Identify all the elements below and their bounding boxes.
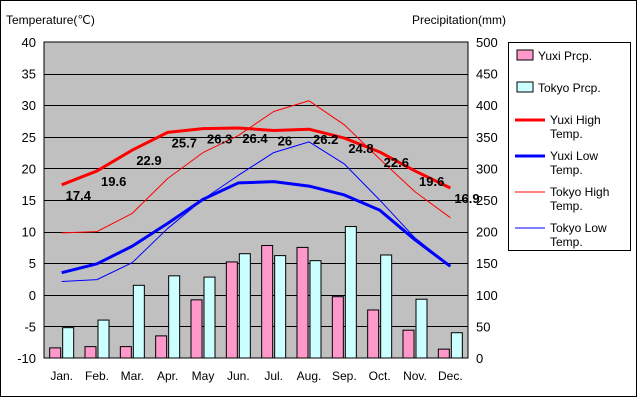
right-tick-label-1: 50 xyxy=(476,319,490,334)
bar-tokyo-prcp-1 xyxy=(97,319,110,359)
data-label-6: 26 xyxy=(278,133,292,148)
right-tick-label-7: 350 xyxy=(476,130,498,145)
bar-yuxi-prcp-1 xyxy=(84,346,97,359)
legend-label-3-0: Yuxi Low xyxy=(550,149,598,163)
bar-yuxi-prcp-3 xyxy=(155,335,168,359)
month-label-8: Sep. xyxy=(332,369,357,383)
month-label-3: Apr. xyxy=(157,369,178,383)
month-label-2: Mar. xyxy=(121,369,144,383)
legend-box xyxy=(508,42,631,251)
left-tick-label-0: -10 xyxy=(17,351,36,366)
bar-yuxi-prcp-4 xyxy=(190,299,203,359)
data-label-10: 19.6 xyxy=(419,174,444,189)
bar-tokyo-prcp-4 xyxy=(203,276,216,359)
legend-label-3-1: Temp. xyxy=(550,163,583,177)
right-tick-label-9: 450 xyxy=(476,67,498,82)
data-label-9: 22.6 xyxy=(384,155,409,170)
bar-tokyo-prcp-2 xyxy=(132,284,145,359)
bar-yuxi-prcp-10 xyxy=(402,329,415,359)
right-tick-label-6: 300 xyxy=(476,161,498,176)
right-axis-title: Precipitation(mm) xyxy=(412,13,506,27)
right-tick-label-0: 0 xyxy=(476,351,483,366)
data-label-3: 25.7 xyxy=(172,135,197,150)
legend-label-1-0: Tokyo Prcp. xyxy=(538,81,601,95)
line-yuxi-high-temp xyxy=(61,126,451,190)
legend-label-2-0: Yuxi High xyxy=(550,113,601,127)
axes: -10-505101520253035400501001502002503003… xyxy=(17,35,498,383)
data-label-2: 22.9 xyxy=(136,153,161,168)
legend-label-4-0: Tokyo High xyxy=(550,185,609,199)
bar-tokyo-prcp-8 xyxy=(344,226,357,359)
month-label-9: Oct. xyxy=(369,369,391,383)
left-tick-label-6: 20 xyxy=(22,161,36,176)
bar-yuxi-prcp-9 xyxy=(367,309,380,359)
bar-yuxi-prcp-8 xyxy=(331,296,344,359)
legend-label-0-0: Yuxi Prcp. xyxy=(538,49,592,63)
bar-tokyo-prcp-3 xyxy=(168,275,181,359)
bar-tokyo-prcp-11 xyxy=(450,332,463,359)
month-label-5: Jun. xyxy=(227,369,250,383)
right-tick-label-10: 500 xyxy=(476,35,498,50)
right-tick-label-5: 250 xyxy=(476,193,498,208)
month-label-10: Nov. xyxy=(403,369,427,383)
legend-swatch-1 xyxy=(516,81,534,93)
legend-label-5-0: Tokyo Low xyxy=(550,221,607,235)
precipitation-bars xyxy=(49,226,463,359)
line-tokyo-low-temp xyxy=(61,141,451,283)
legend-label-2-1: Temp. xyxy=(550,127,583,141)
data-label-8: 24.8 xyxy=(348,141,373,156)
legend: Yuxi Prcp.Tokyo Prcp.Yuxi HighTemp.Yuxi … xyxy=(508,42,631,251)
right-tick-label-4: 200 xyxy=(476,225,498,240)
legend-label-5-1: Temp. xyxy=(550,235,583,249)
left-axis-title: Temperature(℃) xyxy=(6,13,95,27)
left-tick-label-1: -5 xyxy=(24,319,36,334)
left-tick-label-5: 15 xyxy=(22,193,36,208)
month-label-11: Dec. xyxy=(438,369,463,383)
bar-yuxi-prcp-2 xyxy=(119,346,132,359)
bar-tokyo-prcp-7 xyxy=(309,260,322,359)
line-tokyo-high-temp xyxy=(61,100,451,234)
left-tick-label-9: 35 xyxy=(22,67,36,82)
right-tick-label-3: 150 xyxy=(476,256,498,271)
data-label-11: 16.9 xyxy=(454,191,479,206)
bar-yuxi-prcp-6 xyxy=(261,245,274,359)
month-label-0: Jan. xyxy=(50,369,73,383)
month-label-7: Aug. xyxy=(297,369,322,383)
left-tick-label-4: 10 xyxy=(22,225,36,240)
grid-lines xyxy=(44,74,468,327)
right-tick-label-2: 100 xyxy=(476,288,498,303)
month-label-4: May xyxy=(192,369,215,383)
bar-tokyo-prcp-9 xyxy=(380,254,393,359)
bar-yuxi-prcp-7 xyxy=(296,246,309,359)
bar-tokyo-prcp-10 xyxy=(415,298,428,359)
left-tick-label-10: 40 xyxy=(22,35,36,50)
line-yuxi-low-temp xyxy=(61,180,452,275)
data-labels: 17.4 19.6 22.9 25.7 26.3 26.4 26 26.2 24.8 22.6 19… xyxy=(66,131,480,206)
left-tick-label-2: 0 xyxy=(29,288,36,303)
month-label-1: Feb. xyxy=(85,369,109,383)
data-label-7: 26.2 xyxy=(313,132,338,147)
left-tick-label-8: 30 xyxy=(22,98,36,113)
bar-yuxi-prcp-5 xyxy=(225,261,238,359)
legend-swatch-0 xyxy=(516,49,534,61)
data-label-4: 26.3 xyxy=(207,132,232,147)
bar-tokyo-prcp-5 xyxy=(238,253,251,359)
bar-tokyo-prcp-0 xyxy=(62,327,75,359)
legend-label-4-1: Temp. xyxy=(550,199,583,213)
bar-yuxi-prcp-11 xyxy=(437,348,450,359)
temperature-lines xyxy=(61,100,452,283)
data-label-5: 26.4 xyxy=(242,131,268,146)
month-label-6: Jul. xyxy=(264,369,283,383)
data-label-0: 17.4 xyxy=(66,188,92,203)
right-tick-label-8: 400 xyxy=(476,98,498,113)
left-tick-label-7: 25 xyxy=(22,130,36,145)
data-label-1: 19.6 xyxy=(101,174,126,189)
left-tick-label-3: 5 xyxy=(29,256,36,271)
bar-tokyo-prcp-6 xyxy=(274,255,287,359)
bar-yuxi-prcp-0 xyxy=(49,347,62,359)
